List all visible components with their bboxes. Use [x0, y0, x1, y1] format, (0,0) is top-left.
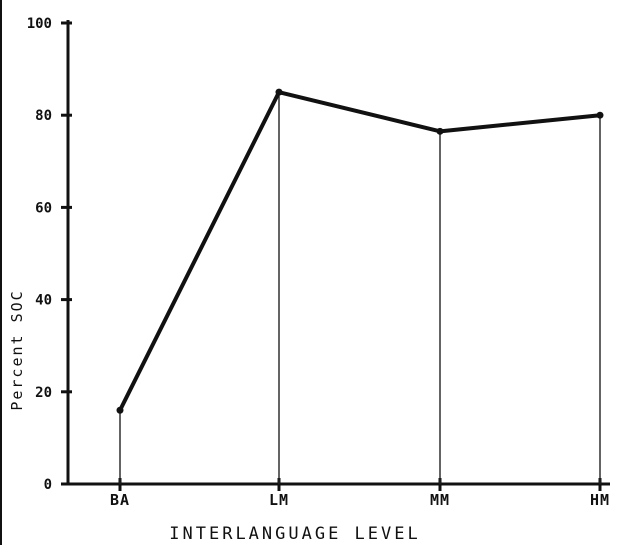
y-tick-label: 0: [44, 477, 52, 493]
y-tick-label: 40: [35, 293, 52, 309]
y-tick-label: 60: [35, 200, 52, 216]
series-layer: [116, 88, 604, 414]
data-point: [116, 406, 124, 414]
data-point: [596, 111, 604, 119]
x-tick-label: BA: [110, 491, 130, 509]
x-tick-label: HM: [590, 491, 610, 509]
x-tick-label: MM: [430, 491, 450, 509]
y-tick-label: 80: [35, 108, 52, 124]
data-point: [436, 127, 444, 135]
drop-lines-group: [119, 92, 601, 484]
y-axis-title: Percent SOC: [8, 289, 26, 410]
data-point: [275, 88, 283, 96]
x-ticks-group: BA LM MM HM: [110, 478, 610, 509]
x-tick-label: LM: [269, 491, 289, 509]
y-ticks-group: 0 20 40 60 80 100: [27, 16, 72, 493]
y-tick-label: 20: [35, 385, 52, 401]
series-line: [118, 90, 602, 413]
x-axis-title: INTERLANGUAGE LEVEL: [169, 524, 420, 544]
y-tick-label: 100: [27, 16, 52, 32]
